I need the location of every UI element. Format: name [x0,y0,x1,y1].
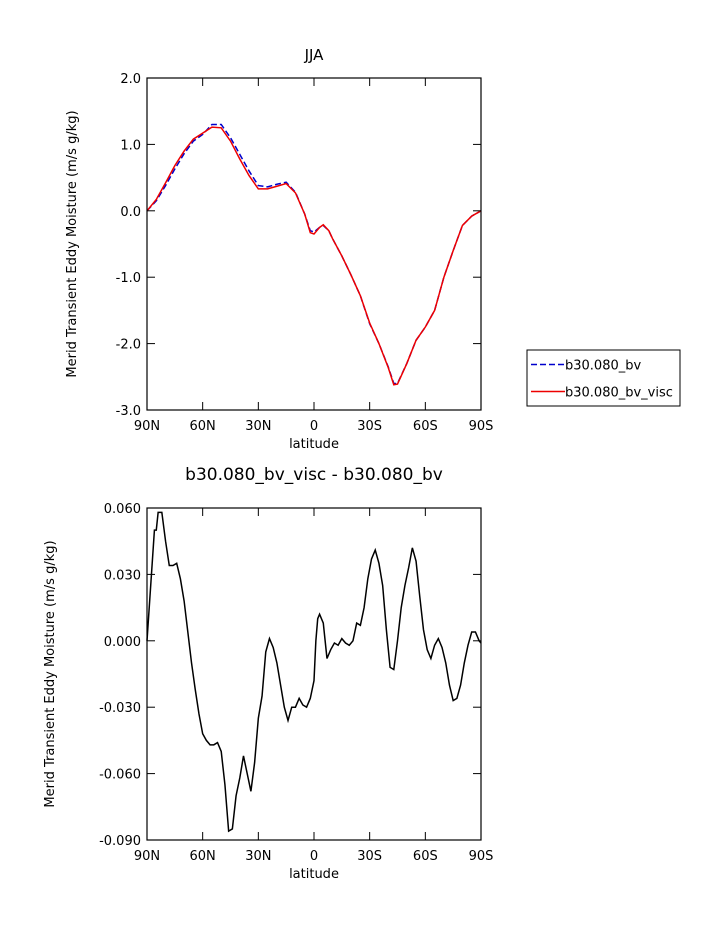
x-axis-label: latitude [289,437,339,452]
y-tick-label: 2.0 [120,72,141,87]
y-tick-label: -0.090 [99,834,141,849]
y-tick-label: 0.030 [104,568,141,583]
data-line [146,126,482,386]
legend-box [526,349,681,407]
x-tick-label: 30S [357,849,382,864]
x-tick-label: 60N [190,419,216,434]
x-tick-label: 60S [413,419,438,434]
y-axis-label: Merid Transient Eddy Moisture (m/s g/kg) [43,540,58,807]
x-tick-label: 0 [310,419,318,434]
x-tick-label: 90N [134,419,160,434]
y-tick-label: -1.0 [116,271,141,286]
x-tick-label: 60N [190,849,216,864]
y-tick-label: -0.060 [99,768,141,783]
x-tick-label: 90S [469,849,494,864]
data-line [146,511,482,833]
data-line [146,123,482,385]
y-axis-label: Merid Transient Eddy Moisture (m/s g/kg) [65,110,80,377]
x-axis-label: latitude [289,867,339,882]
legend-label: b30.080_bv_visc [565,386,673,401]
x-tick-label: 60S [413,849,438,864]
x-tick-label: 0 [310,849,318,864]
x-tick-label: 90N [134,849,160,864]
y-tick-label: 0.000 [104,635,141,650]
y-tick-label: -2.0 [116,338,141,353]
y-tick-label: -3.0 [116,404,141,419]
x-tick-label: 30N [245,419,271,434]
x-tick-label: 30S [357,419,382,434]
plot-frame [146,77,482,411]
y-tick-label: 0.060 [104,502,141,517]
y-tick-label: 0.0 [120,205,141,220]
y-tick-label: 1.0 [120,138,141,153]
x-tick-label: 30N [245,849,271,864]
x-tick-label: 90S [469,419,494,434]
legend-label: b30.080_bv [565,359,641,374]
chart-title: JJA [304,46,325,64]
y-tick-label: -0.030 [99,701,141,716]
chart-title: b30.080_bv_visc - b30.080_bv [185,465,443,485]
